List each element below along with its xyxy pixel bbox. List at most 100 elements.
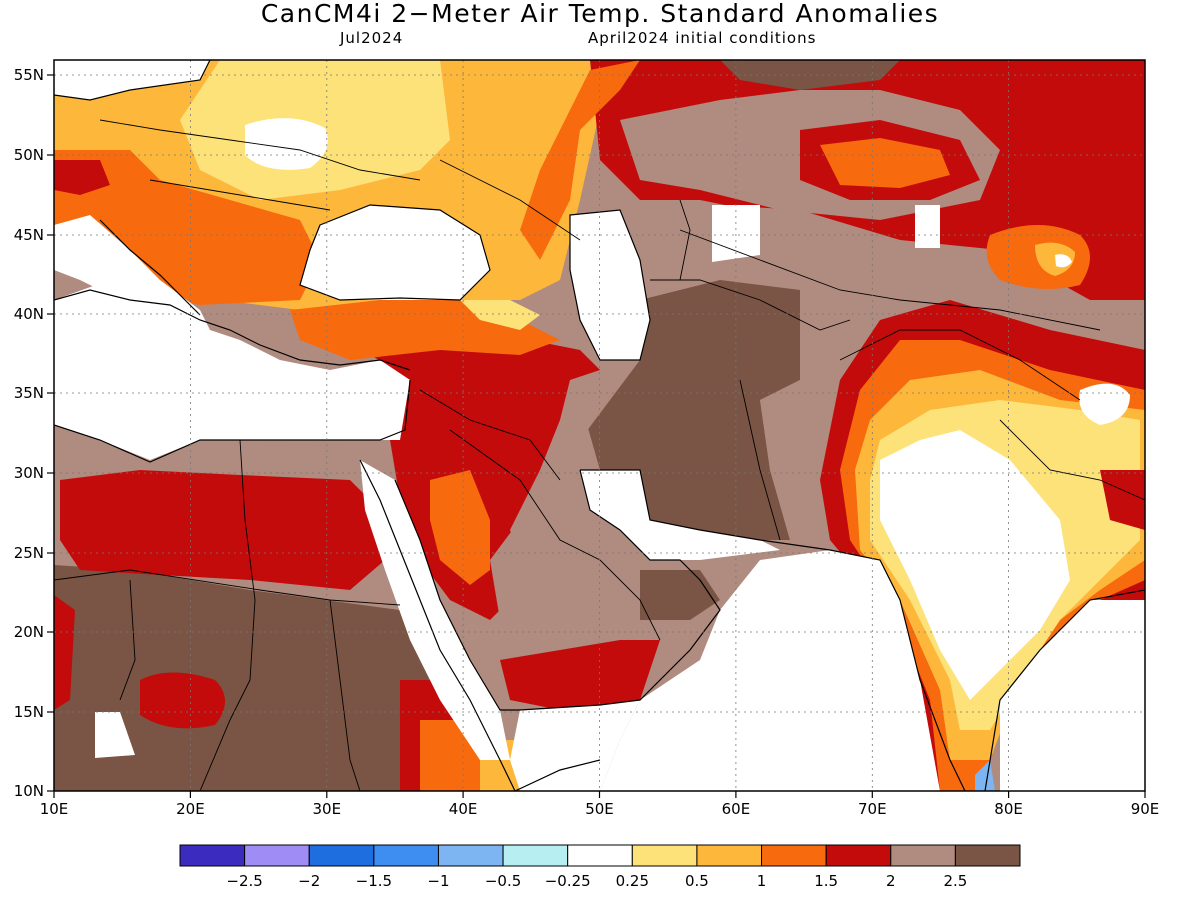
field-india-white [880, 430, 1070, 700]
forecast-month: Jul2024 [340, 29, 404, 47]
field-balkan-red [180, 220, 270, 290]
legend-swatch-12 [954, 844, 1021, 867]
lon-labels: 10E 20E 30E 40E 50E 60E 70E 80E 90E [40, 800, 1160, 818]
legend-tick-label-2: −1.5 [356, 872, 392, 890]
border-8 [739, 379, 781, 541]
coast-caspian [569, 209, 651, 361]
mask-mediterranean [54, 280, 410, 460]
legend-tick-label-0: −2.5 [226, 872, 262, 890]
coast-red-sea-west [359, 459, 516, 791]
coast-baltic [54, 60, 211, 101]
legend-tick-label-3: −1 [427, 872, 449, 890]
coast-horn [514, 759, 601, 791]
border-6 [419, 389, 561, 481]
field-mideast-red [300, 310, 600, 620]
coast-india [829, 549, 966, 791]
legend-swatch-8 [696, 844, 763, 867]
field-yemen-red [500, 640, 660, 710]
coast-india-east [984, 589, 1145, 791]
color-legend: −2.5 −2 −1.5 −1 −0.5 −0.25 0.25 0.5 1 1.5 2 2.5 [179, 844, 1021, 890]
border-9 [839, 329, 1081, 401]
border-15 [679, 199, 691, 281]
border-5 [679, 229, 1101, 331]
lat-label-40: 40N [14, 305, 44, 323]
legend-swatch-0 [179, 844, 246, 867]
lat-label-10: 10N [14, 782, 44, 800]
lon-label-50: 50E [585, 800, 614, 818]
field-europe-white [245, 118, 328, 170]
field-westafrica-red [54, 595, 75, 710]
field-xinjiang-yellow [1035, 242, 1075, 276]
border-14 [329, 599, 361, 791]
mask-gulf-aden [510, 700, 640, 791]
field-tibet-white [1079, 383, 1130, 425]
lat-label-35: 35N [14, 384, 44, 402]
lon-label-80: 80E [994, 800, 1023, 818]
axis-ticks [47, 74, 1146, 798]
legend-swatch-7 [631, 844, 698, 867]
lon-label-60: 60E [722, 800, 751, 818]
legend-tick-label-5: −0.25 [545, 872, 591, 890]
coast-gulf-north [580, 469, 831, 551]
field-sahara-red [60, 470, 385, 590]
border-2 [149, 179, 331, 211]
legend-tick-label-10: 2 [886, 872, 896, 890]
legend-tick-label-11: 2.5 [943, 872, 967, 890]
border-13 [119, 579, 136, 701]
border-4 [650, 279, 851, 331]
coast-north-africa [54, 379, 411, 463]
coast-arabia [519, 469, 721, 711]
legend-tick-label-4: −0.5 [485, 872, 521, 890]
lat-label-30: 30N [14, 464, 44, 482]
field-kazakh-brown [640, 200, 1145, 350]
lon-label-90: 90E [1131, 800, 1160, 818]
coast-black-sea [299, 204, 491, 301]
field-chad-red [140, 672, 225, 729]
border-7 [449, 429, 661, 641]
mask-aral [712, 205, 760, 262]
border-12 [199, 439, 256, 791]
field-kazakh-orange [820, 138, 950, 188]
gridlines [54, 60, 1145, 791]
lat-label-15: 15N [14, 703, 44, 721]
lat-label-45: 45N [14, 226, 44, 244]
field-iran-light [560, 360, 640, 440]
borders [54, 119, 1145, 791]
coast-italy [99, 219, 201, 316]
anomaly-fields [54, 60, 1145, 791]
mask-red-sea [360, 460, 510, 760]
legend-swatch-10 [825, 844, 892, 867]
field-iran-dark [580, 280, 850, 540]
lat-label-20: 20N [14, 623, 44, 641]
field-xinjiang-white [1055, 254, 1072, 268]
mask-lake-chad [95, 712, 135, 758]
legend-tick-label-7: 0.5 [685, 872, 709, 890]
legend-swatch-3 [373, 844, 439, 867]
map-title: CanCM4i 2−Meter Air Temp. Standard Anoma… [260, 0, 940, 28]
coast-red-sea-east [394, 479, 520, 711]
lon-label-10: 10E [40, 800, 69, 818]
border-11 [54, 569, 401, 606]
legend-swatch-4 [437, 844, 504, 867]
lat-labels: 55N 50N 45N 40N 35N 30N 25N 20N 15N 10N [14, 66, 44, 800]
legend-swatch-1 [244, 844, 310, 867]
legend-swatch-9 [761, 844, 827, 867]
field-oman-dark [640, 570, 720, 620]
field-russia-orange [520, 60, 640, 260]
legend-tick-label-6: 0.25 [616, 872, 649, 890]
field-africa-dark [54, 560, 440, 791]
border-10 [999, 419, 1145, 501]
legend-swatch-5 [502, 844, 569, 867]
lat-label-25: 25N [14, 544, 44, 562]
lon-label-20: 20E [176, 800, 205, 818]
initial-conditions: April2024 initial conditions [588, 29, 817, 47]
field-europe-red [54, 160, 110, 195]
mask-caspian [570, 210, 650, 360]
legend-tick-label-8: 1 [757, 872, 767, 890]
legend-tick-label-1: −2 [298, 872, 320, 890]
field-saudi-orange [430, 470, 490, 585]
coastlines [54, 60, 1145, 791]
lon-label-30: 30E [313, 800, 342, 818]
legend-tick-label-9: 1.5 [814, 872, 838, 890]
lon-label-40: 40E [449, 800, 478, 818]
